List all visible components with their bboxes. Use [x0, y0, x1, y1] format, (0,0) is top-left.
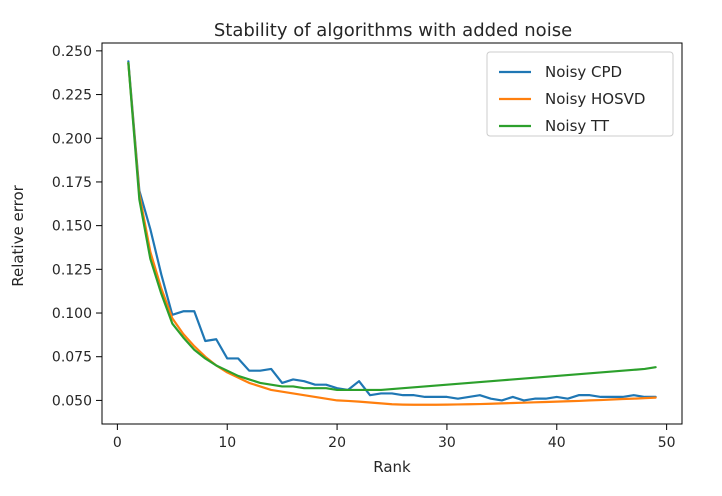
y-tick-label: 0.150 — [52, 219, 92, 235]
series-lines — [127, 60, 657, 406]
y-tick-label: 0.100 — [52, 306, 92, 322]
legend-label-noisy-hosvd: Noisy HOSVD — [545, 90, 645, 108]
y-tick-label: 0.050 — [52, 393, 92, 409]
legend-label-noisy-cpd: Noisy CPD — [545, 63, 622, 81]
y-tick-label: 0.200 — [52, 131, 92, 147]
legend-box — [486, 51, 674, 137]
x-tick-label: 30 — [438, 435, 456, 451]
y-tick-label: 0.175 — [52, 175, 92, 191]
x-axis-ticks: 0 10 20 30 40 50 — [113, 424, 676, 451]
x-axis-label: Rank — [373, 458, 411, 476]
plot-frame — [101, 42, 683, 425]
chart-title: Stability of algorithms with added noise — [214, 20, 572, 41]
legend-label-noisy-tt: Noisy TT — [545, 117, 610, 135]
x-tick-label: 20 — [328, 435, 346, 451]
series-line-noisy-tt — [127, 61, 657, 392]
y-tick-label: 0.250 — [52, 44, 92, 60]
x-tick-label: 0 — [113, 435, 122, 451]
y-axis-label: Relative error — [9, 184, 27, 286]
legend: Noisy CPD Noisy HOSVD Noisy TT — [486, 51, 674, 137]
y-tick-label: 0.125 — [52, 262, 92, 278]
series-line-noisy-cpd — [127, 60, 657, 402]
x-tick-label: 50 — [658, 435, 676, 451]
x-tick-label: 40 — [548, 435, 566, 451]
y-axis-ticks: 0.050 0.075 0.100 0.125 0.150 0.175 0.200 0.225… — [52, 44, 102, 409]
y-tick-label: 0.075 — [52, 350, 92, 366]
y-tick-label: 0.225 — [52, 88, 92, 104]
x-tick-label: 10 — [218, 435, 236, 451]
